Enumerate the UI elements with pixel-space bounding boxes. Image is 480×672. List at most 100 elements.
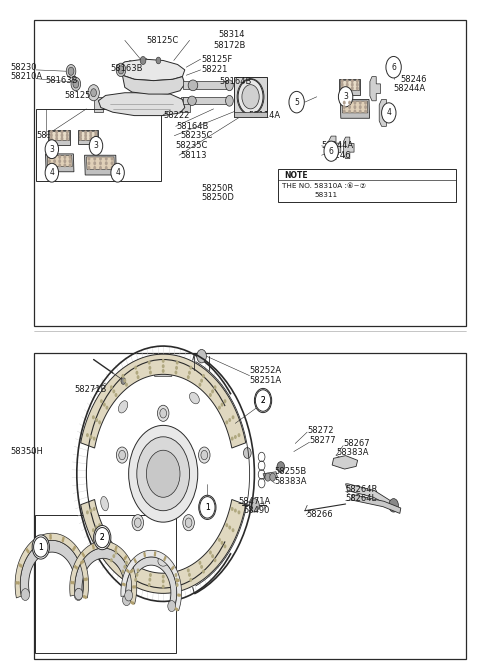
Circle shape <box>82 560 84 564</box>
Circle shape <box>92 546 95 550</box>
Circle shape <box>114 548 117 551</box>
Circle shape <box>346 86 348 90</box>
Circle shape <box>132 601 134 605</box>
Circle shape <box>341 86 344 90</box>
Polygon shape <box>81 499 246 593</box>
Circle shape <box>37 540 40 544</box>
Circle shape <box>99 161 102 165</box>
Circle shape <box>98 421 101 425</box>
Circle shape <box>79 130 82 134</box>
Circle shape <box>69 155 72 159</box>
Circle shape <box>49 536 52 540</box>
Polygon shape <box>46 154 74 172</box>
Circle shape <box>21 589 30 601</box>
Circle shape <box>134 578 137 582</box>
Circle shape <box>175 607 177 610</box>
Circle shape <box>348 110 351 114</box>
Circle shape <box>348 101 351 105</box>
Bar <box>183 97 231 104</box>
Circle shape <box>74 589 83 601</box>
Circle shape <box>175 370 178 374</box>
Circle shape <box>119 450 125 460</box>
Circle shape <box>71 581 73 584</box>
Circle shape <box>86 510 89 514</box>
Text: 58246: 58246 <box>324 151 350 160</box>
Circle shape <box>66 133 69 137</box>
Circle shape <box>149 573 152 577</box>
Circle shape <box>91 89 96 97</box>
Polygon shape <box>121 550 181 611</box>
Polygon shape <box>344 137 354 159</box>
Bar <box>183 81 231 89</box>
Circle shape <box>162 359 165 363</box>
Circle shape <box>87 157 90 161</box>
Circle shape <box>89 130 92 134</box>
Circle shape <box>154 551 156 554</box>
Polygon shape <box>126 557 177 608</box>
Text: 2: 2 <box>261 396 265 405</box>
Circle shape <box>348 105 351 109</box>
Bar <box>234 112 267 117</box>
Text: 58125: 58125 <box>65 91 91 100</box>
Circle shape <box>289 91 304 113</box>
Circle shape <box>99 166 102 170</box>
Circle shape <box>75 566 78 569</box>
Circle shape <box>60 136 63 140</box>
Circle shape <box>156 57 161 64</box>
Circle shape <box>343 105 346 109</box>
Text: 1: 1 <box>205 503 210 512</box>
Circle shape <box>265 473 271 481</box>
Polygon shape <box>340 80 359 90</box>
Circle shape <box>146 450 180 497</box>
Polygon shape <box>84 155 116 175</box>
Polygon shape <box>339 79 360 95</box>
Circle shape <box>137 375 140 379</box>
Circle shape <box>148 578 151 582</box>
Circle shape <box>27 550 29 553</box>
Circle shape <box>157 405 169 421</box>
Circle shape <box>100 399 103 403</box>
Circle shape <box>359 105 361 109</box>
Circle shape <box>160 409 167 418</box>
Circle shape <box>129 425 198 522</box>
Circle shape <box>364 105 367 109</box>
Text: 58244A: 58244A <box>322 141 354 151</box>
Polygon shape <box>98 93 185 116</box>
Ellipse shape <box>190 392 199 404</box>
Circle shape <box>53 155 56 159</box>
Text: 6: 6 <box>391 62 396 72</box>
Circle shape <box>123 583 126 587</box>
Text: 4: 4 <box>386 108 391 118</box>
Circle shape <box>112 389 115 393</box>
Circle shape <box>346 83 348 87</box>
Bar <box>35 515 176 653</box>
Circle shape <box>164 556 167 559</box>
Circle shape <box>106 406 108 410</box>
Circle shape <box>135 371 138 375</box>
Circle shape <box>87 166 90 170</box>
Circle shape <box>115 393 118 397</box>
Bar <box>34 20 466 326</box>
Circle shape <box>82 552 84 556</box>
Circle shape <box>110 157 113 161</box>
Text: 6: 6 <box>329 146 334 156</box>
Text: 58267: 58267 <box>343 439 370 448</box>
Polygon shape <box>48 130 70 144</box>
Circle shape <box>94 134 97 138</box>
Text: 58172B: 58172B <box>214 40 246 50</box>
Circle shape <box>144 554 146 557</box>
Circle shape <box>50 130 53 134</box>
Circle shape <box>214 385 216 389</box>
Circle shape <box>18 563 21 566</box>
Text: 58277: 58277 <box>310 435 336 445</box>
Circle shape <box>112 554 115 558</box>
Circle shape <box>125 382 128 386</box>
Text: 58163B: 58163B <box>46 76 78 85</box>
Circle shape <box>134 560 137 563</box>
Circle shape <box>94 130 97 134</box>
Circle shape <box>254 388 272 413</box>
Circle shape <box>58 159 61 163</box>
Polygon shape <box>20 540 84 596</box>
Circle shape <box>176 579 178 583</box>
Circle shape <box>343 110 346 114</box>
